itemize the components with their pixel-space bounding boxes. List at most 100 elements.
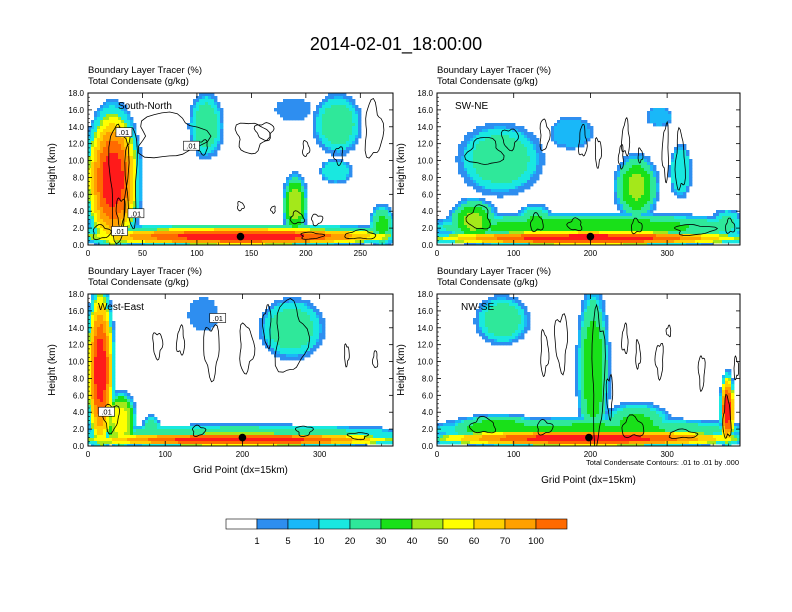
shade-cell [88, 153, 92, 157]
shade-cell [488, 240, 492, 244]
shade-cell [106, 141, 110, 145]
shade-cell [142, 231, 146, 235]
shade-cell [557, 132, 561, 136]
shade-cell [208, 126, 212, 130]
shade-cell [349, 138, 353, 142]
shade-cell [247, 231, 251, 235]
shade-cell [277, 240, 281, 244]
shade-cell [503, 192, 507, 196]
shade-cell [382, 222, 386, 226]
shade-cell [220, 225, 224, 229]
shade-cell [689, 219, 693, 223]
shade-cell [683, 186, 687, 190]
shade-cell [205, 303, 209, 307]
shade-cell [569, 126, 573, 130]
shade-cell [97, 318, 101, 322]
shade-cell [515, 174, 519, 178]
shade-cell [581, 132, 585, 136]
shade-cell [265, 243, 269, 245]
shade-cell [133, 129, 137, 133]
shade-cell [467, 204, 471, 208]
shade-cell [133, 240, 137, 244]
shade-cell [373, 240, 377, 244]
shade-cell [557, 231, 561, 235]
shade-cell [491, 138, 495, 142]
shade-cell [337, 120, 341, 124]
shade-cell [112, 120, 116, 124]
shade-cell [205, 243, 209, 245]
shade-cell [605, 243, 609, 245]
shade-cell [94, 216, 98, 220]
shade-cell [343, 93, 347, 97]
shade-cell [313, 111, 317, 115]
shade-cell [629, 210, 633, 214]
shade-cell [331, 240, 335, 244]
shade-cell [458, 204, 462, 208]
shade-cell [497, 147, 501, 151]
shade-cell [494, 165, 498, 169]
shade-cell [485, 162, 489, 166]
shade-cell [527, 153, 531, 157]
shade-cell [650, 198, 654, 202]
y-tick-label: 0.0 [422, 241, 434, 250]
shade-cell [467, 156, 471, 160]
shade-cell [193, 306, 197, 310]
shade-cell [340, 123, 344, 127]
shade-cell [259, 318, 263, 322]
contour-label-box [127, 208, 145, 219]
shade-cell [190, 135, 194, 139]
shade-cell [349, 225, 353, 229]
shade-cell [112, 150, 116, 154]
shade-cell [97, 132, 101, 136]
shade-cell [491, 147, 495, 151]
shade-cell [557, 228, 561, 232]
shade-cell [97, 225, 101, 229]
shade-cell [199, 129, 203, 133]
shade-cell [719, 228, 723, 232]
shade-cell [458, 153, 462, 157]
shade-cell [524, 132, 528, 136]
shade-cell [482, 204, 486, 208]
shade-cell [286, 240, 290, 244]
shade-cell [491, 228, 495, 232]
shade-cell [265, 225, 269, 229]
shade-cell [133, 168, 137, 172]
shade-cell [635, 195, 639, 199]
shade-cell [190, 132, 194, 136]
shade-cell [575, 123, 579, 127]
shade-cell [491, 192, 495, 196]
shade-cell [569, 213, 573, 217]
shade-cell [304, 213, 308, 217]
shade-cell [217, 111, 221, 115]
shade-cell [536, 171, 540, 175]
shade-cell [518, 222, 522, 226]
shade-cell [352, 132, 356, 136]
shade-cell [572, 243, 576, 245]
shade-cell [437, 237, 441, 241]
shade-cell [647, 162, 651, 166]
shade-cell [707, 231, 711, 235]
shade-cell [220, 108, 224, 112]
shade-cell [127, 174, 131, 178]
shade-cell [641, 219, 645, 223]
shade-cell [331, 168, 335, 172]
shade-cell [346, 135, 350, 139]
shade-cell [250, 237, 254, 241]
shade-cell [524, 153, 528, 157]
shade-cell [118, 117, 122, 121]
shade-cell [130, 231, 134, 235]
shade-cell [572, 141, 576, 145]
shade-cell [124, 114, 128, 118]
shade-cell [662, 120, 666, 124]
shade-cell [689, 222, 693, 226]
shade-cell [542, 204, 546, 208]
shade-cell [683, 156, 687, 160]
shade-cell [524, 234, 528, 238]
shade-cell [316, 243, 320, 245]
shade-cell [292, 309, 296, 313]
shade-cell [289, 222, 293, 226]
shade-cell [235, 234, 239, 238]
shade-cell [325, 243, 329, 245]
shade-cell [124, 186, 128, 190]
shade-cell [518, 237, 522, 241]
